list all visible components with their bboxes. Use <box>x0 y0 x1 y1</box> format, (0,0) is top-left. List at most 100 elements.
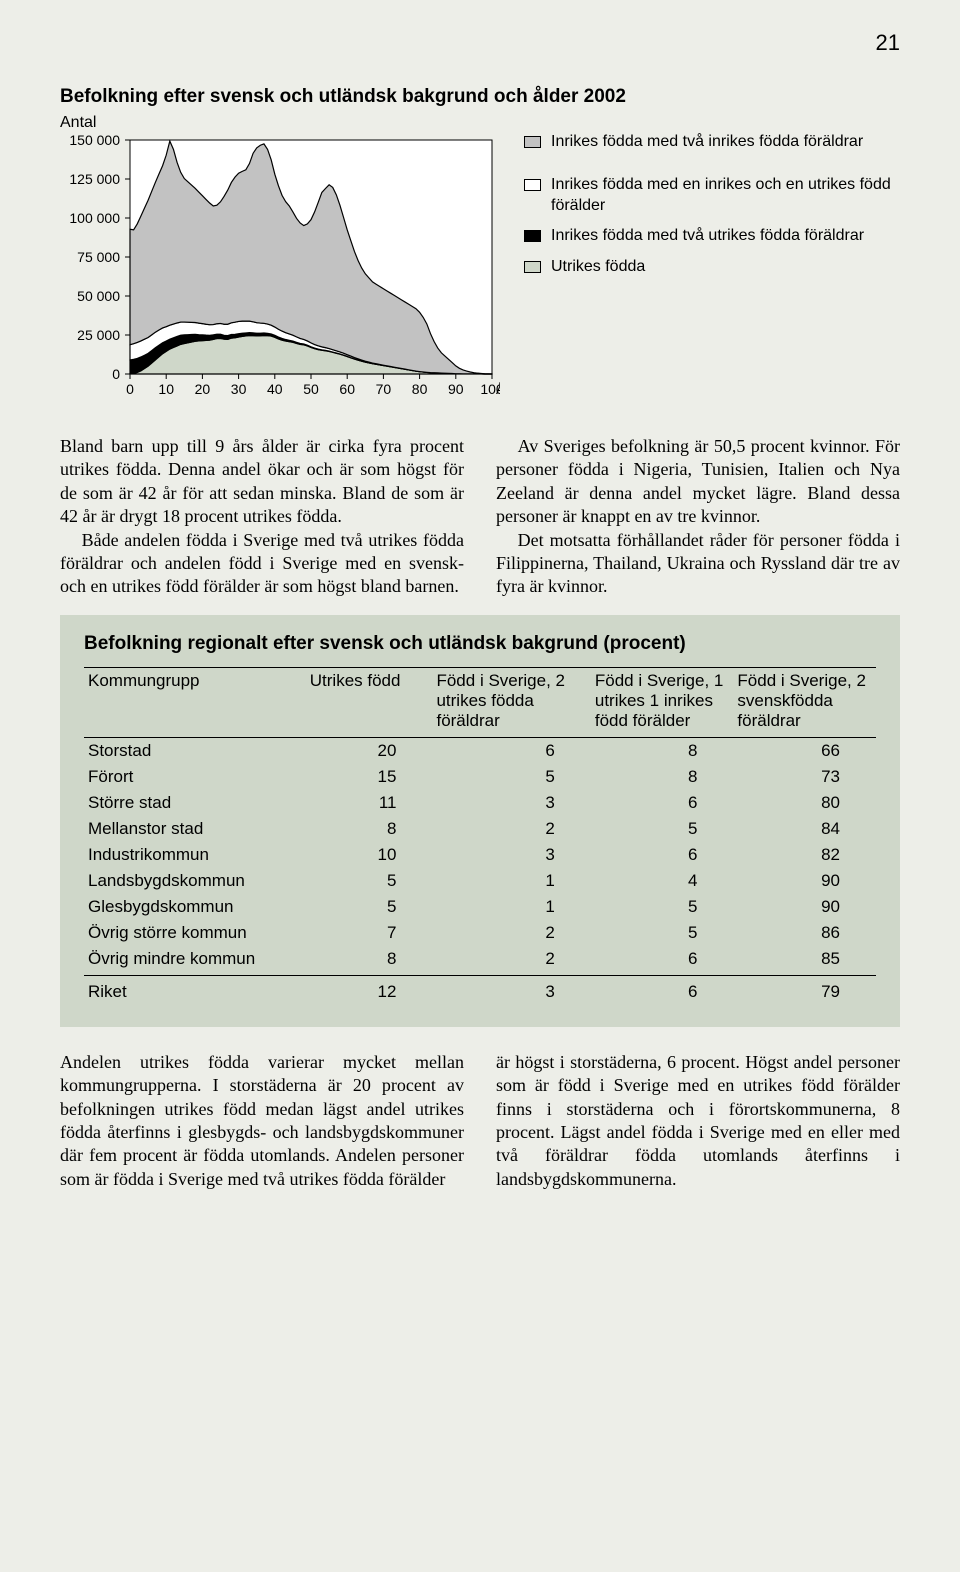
cell-value: 5 <box>306 894 433 920</box>
cell-value: 3 <box>432 842 590 868</box>
cell-value: 6 <box>591 975 734 1005</box>
legend-item: Inrikes födda med två utrikes födda förä… <box>524 226 900 247</box>
chart-title: Befolkning efter svensk och utländsk bak… <box>60 86 900 108</box>
svg-text:50: 50 <box>303 381 319 397</box>
cell-value: 6 <box>591 946 734 976</box>
svg-text:50 000: 50 000 <box>77 288 120 304</box>
legend-swatch <box>524 230 541 242</box>
cell-value: 8 <box>591 764 734 790</box>
cell-label: Riket <box>84 975 306 1005</box>
cell-value: 11 <box>306 790 433 816</box>
svg-text:70: 70 <box>376 381 392 397</box>
svg-text:25 000: 25 000 <box>77 327 120 343</box>
svg-text:40: 40 <box>267 381 283 397</box>
svg-text:150 000: 150 000 <box>69 134 120 148</box>
legend-item: Inrikes födda med två inrikes födda förä… <box>524 132 900 153</box>
cell-label: Industrikommun <box>84 842 306 868</box>
area-chart: 150 000125 000100 00075 00050 00025 0000… <box>60 134 500 409</box>
cell-label: Förort <box>84 764 306 790</box>
cell-label: Landsbygdskommun <box>84 868 306 894</box>
table-row: Större stad113680 <box>84 790 876 816</box>
body-p4: Det motsatta förhållandet råder för pers… <box>496 529 900 599</box>
body-p2: Både andelen födda i Sverige med två utr… <box>60 529 464 599</box>
cell-label: Mellanstor stad <box>84 816 306 842</box>
th-2sv: Född i Sverige, 2 svenskfödda föräldrar <box>733 667 876 737</box>
cell-value: 84 <box>733 816 876 842</box>
cell-value: 15 <box>306 764 433 790</box>
cell-value: 5 <box>591 816 734 842</box>
svg-text:20: 20 <box>195 381 211 397</box>
table-row: Förort155873 <box>84 764 876 790</box>
legend-label: Utrikes födda <box>551 257 900 278</box>
cell-value: 2 <box>432 920 590 946</box>
cell-value: 6 <box>591 790 734 816</box>
cell-value: 5 <box>591 894 734 920</box>
cell-value: 6 <box>591 842 734 868</box>
panel-title: Befolkning regionalt efter svensk och ut… <box>84 633 876 655</box>
cell-value: 20 <box>306 737 433 764</box>
svg-text:0: 0 <box>126 381 134 397</box>
cell-value: 12 <box>306 975 433 1005</box>
table-row: Övrig mindre kommun82685 <box>84 946 876 976</box>
legend-column: Inrikes födda med två inrikes födda förä… <box>524 114 900 409</box>
lower-p2: är högst i storstäderna, 6 procent. Högs… <box>496 1051 900 1191</box>
cell-value: 5 <box>306 868 433 894</box>
cell-label: Övrig mindre kommun <box>84 946 306 976</box>
cell-value: 3 <box>432 975 590 1005</box>
cell-value: 5 <box>591 920 734 946</box>
table-header-row: Kommungrupp Utrikes född Född i Sverige,… <box>84 667 876 737</box>
legend-swatch <box>524 136 541 148</box>
cell-value: 10 <box>306 842 433 868</box>
cell-value: 8 <box>591 737 734 764</box>
cell-value: 79 <box>733 975 876 1005</box>
cell-value: 1 <box>432 868 590 894</box>
cell-label: Övrig större kommun <box>84 920 306 946</box>
cell-value: 82 <box>733 842 876 868</box>
cell-value: 3 <box>432 790 590 816</box>
svg-text:60: 60 <box>339 381 355 397</box>
cell-label: Glesbygdskommun <box>84 894 306 920</box>
svg-text:0: 0 <box>112 366 120 382</box>
legend-label: Inrikes födda med två inrikes födda förä… <box>551 132 900 153</box>
table-row: Mellanstor stad82584 <box>84 816 876 842</box>
th-2utr: Född i Sverige, 2 utrikes födda föräldra… <box>432 667 590 737</box>
th-1utr1inr: Född i Sverige, 1 utrikes 1 inrikes född… <box>591 667 734 737</box>
table-row: Storstad206866 <box>84 737 876 764</box>
svg-text:30: 30 <box>231 381 247 397</box>
cell-value: 6 <box>432 737 590 764</box>
legend-label: Inrikes födda med en inrikes och en utri… <box>551 175 900 217</box>
cell-value: 5 <box>432 764 590 790</box>
cell-value: 66 <box>733 737 876 764</box>
legend-item: Inrikes födda med en inrikes och en utri… <box>524 175 900 217</box>
cell-value: 8 <box>306 946 433 976</box>
cell-label: Större stad <box>84 790 306 816</box>
cell-value: 7 <box>306 920 433 946</box>
cell-value: 90 <box>733 868 876 894</box>
body-p1: Bland barn upp till 9 års ålder är cirka… <box>60 435 464 529</box>
regional-panel: Befolkning regionalt efter svensk och ut… <box>60 615 900 1027</box>
y-axis-caption: Antal <box>60 114 500 132</box>
svg-text:75 000: 75 000 <box>77 249 120 265</box>
th-kommungrupp: Kommungrupp <box>84 667 306 737</box>
lower-text-columns: Andelen utrikes födda varierar mycket me… <box>60 1051 900 1191</box>
legend-label: Inrikes födda med två utrikes födda förä… <box>551 226 900 247</box>
svg-text:90: 90 <box>448 381 464 397</box>
cell-value: 86 <box>733 920 876 946</box>
cell-value: 90 <box>733 894 876 920</box>
cell-value: 73 <box>733 764 876 790</box>
table-row: Riket123679 <box>84 975 876 1005</box>
legend-swatch <box>524 261 541 273</box>
page-number: 21 <box>60 30 900 56</box>
table-row: Övrig större kommun72586 <box>84 920 876 946</box>
table-row: Glesbygdskommun51590 <box>84 894 876 920</box>
chart-row: Antal 150 000125 000100 00075 00050 0002… <box>60 114 900 409</box>
regional-table: Kommungrupp Utrikes född Född i Sverige,… <box>84 667 876 1005</box>
cell-value: 85 <box>733 946 876 976</box>
svg-text:Ålder: Ålder <box>496 381 500 397</box>
body-p3: Av Sveriges befolkning är 50,5 procent k… <box>496 435 900 529</box>
lower-p1: Andelen utrikes födda varierar mycket me… <box>60 1051 464 1191</box>
th-utrikes: Utrikes född <box>306 667 433 737</box>
cell-value: 80 <box>733 790 876 816</box>
cell-value: 4 <box>591 868 734 894</box>
legend-item: Utrikes födda <box>524 257 900 278</box>
